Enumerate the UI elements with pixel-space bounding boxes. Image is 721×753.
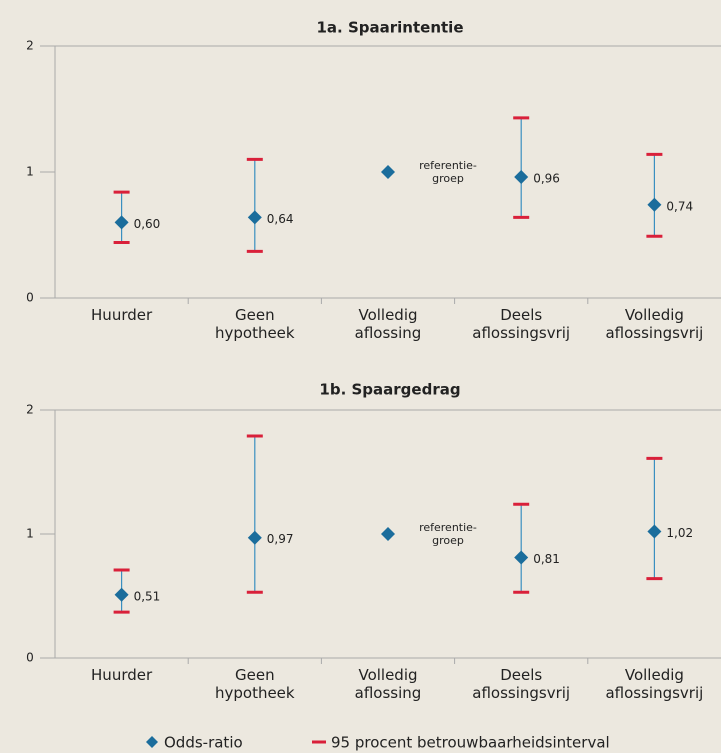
x-tick-label: Volledig aflossing: [354, 666, 422, 702]
value-label: 0,64: [267, 212, 294, 226]
odds-marker: [514, 170, 529, 185]
value-label: 0,74: [666, 199, 693, 213]
odds-marker: [114, 587, 129, 602]
y-tick-label: 2: [26, 39, 34, 53]
value-label: 0,51: [134, 589, 161, 603]
legend-label: 95 procent betrouwbaarheidsinterval: [331, 734, 610, 752]
x-tick-label: Volledig aflossingsvrij: [605, 666, 704, 702]
legend-label: Odds-ratio: [164, 734, 243, 752]
odds-marker: [114, 215, 129, 230]
value-label: 0,60: [134, 217, 161, 231]
y-tick-label: 1: [26, 165, 34, 179]
annotation: referentie-: [419, 521, 477, 534]
value-label: 0,96: [533, 172, 560, 186]
y-tick-label: 1: [26, 527, 34, 541]
annotation: groep: [432, 172, 464, 185]
value-label: 0,81: [533, 552, 560, 566]
odds-marker: [381, 527, 395, 541]
odds-marker: [514, 550, 529, 565]
odds-marker: [247, 530, 262, 545]
y-tick-label: 0: [26, 291, 34, 305]
odds-marker: [381, 165, 395, 179]
odds-marker: [647, 197, 662, 212]
y-tick-label: 2: [26, 403, 34, 417]
odds-marker: [647, 524, 662, 539]
x-tick-label: Deels aflossingsvrij: [472, 666, 571, 702]
value-label: 0,97: [267, 532, 294, 546]
chart-title: 1a. Spaarintentie: [317, 19, 464, 37]
odds-marker: [247, 210, 262, 225]
x-tick-label: Deels aflossingsvrij: [472, 306, 571, 342]
x-tick-label: Geen hypotheek: [214, 666, 295, 702]
chart-title: 1b. Spaargedrag: [319, 381, 460, 399]
value-label: 1,02: [666, 526, 693, 540]
x-tick-label: Huurder: [91, 306, 153, 324]
x-tick-label: Huurder: [91, 666, 153, 684]
y-tick-label: 0: [26, 651, 34, 665]
annotation: referentie-: [419, 159, 477, 172]
x-tick-label: Geen hypotheek: [214, 306, 295, 342]
x-tick-label: Volledig aflossing: [354, 306, 422, 342]
legend-marker: [146, 736, 158, 748]
x-tick-label: Volledig aflossingsvrij: [605, 306, 704, 342]
annotation: groep: [432, 534, 464, 547]
